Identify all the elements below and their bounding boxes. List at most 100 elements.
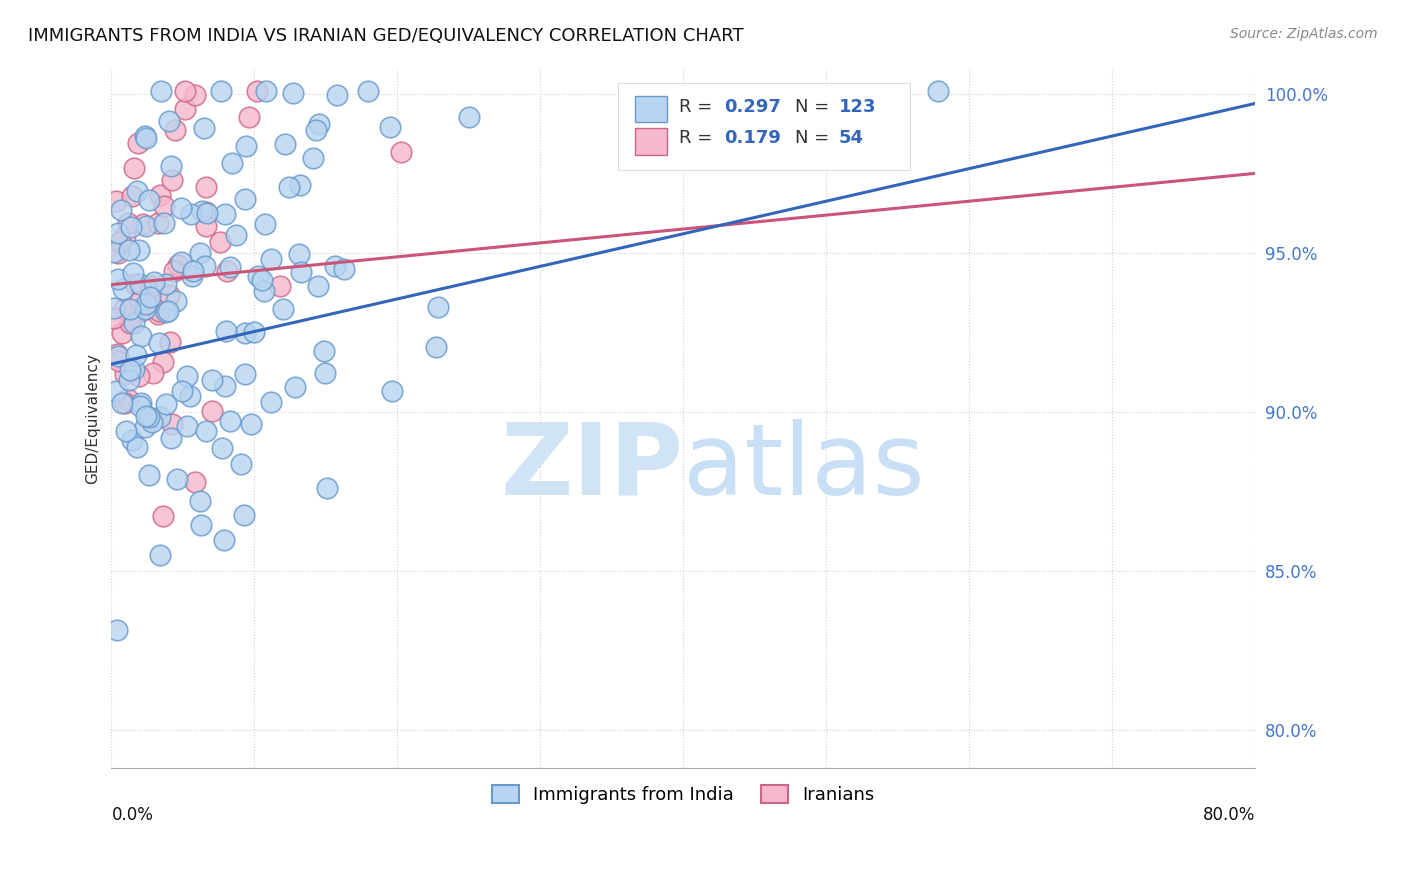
Point bbox=[214, 207, 236, 221]
Point bbox=[221, 155, 243, 169]
Point bbox=[157, 113, 180, 128]
Point bbox=[194, 205, 217, 219]
Point bbox=[141, 415, 163, 429]
Point bbox=[209, 235, 232, 250]
Point bbox=[211, 441, 233, 455]
Point bbox=[163, 264, 186, 278]
FancyBboxPatch shape bbox=[636, 95, 668, 122]
Point bbox=[274, 137, 297, 152]
Point bbox=[139, 290, 162, 304]
Point bbox=[194, 219, 217, 234]
Point bbox=[125, 184, 148, 198]
Point bbox=[155, 304, 177, 318]
Text: atlas: atlas bbox=[683, 418, 925, 516]
Point bbox=[108, 235, 131, 250]
Point bbox=[127, 136, 149, 150]
Point bbox=[253, 217, 276, 231]
Point bbox=[107, 245, 129, 260]
Point bbox=[117, 215, 139, 229]
Point bbox=[149, 188, 172, 202]
Point bbox=[131, 303, 153, 318]
Point bbox=[217, 264, 239, 278]
Point bbox=[288, 246, 311, 260]
Point bbox=[122, 161, 145, 176]
Point bbox=[191, 204, 214, 219]
Point bbox=[235, 139, 257, 153]
Point bbox=[927, 84, 949, 98]
Point bbox=[105, 347, 128, 361]
Point bbox=[104, 194, 127, 208]
Text: R =: R = bbox=[679, 129, 717, 147]
Point bbox=[380, 120, 402, 135]
Point bbox=[176, 419, 198, 434]
Point bbox=[193, 120, 215, 135]
Point bbox=[180, 207, 202, 221]
Point bbox=[163, 122, 186, 136]
Point bbox=[240, 417, 263, 431]
Point bbox=[357, 84, 380, 98]
Text: 54: 54 bbox=[839, 129, 863, 147]
Point bbox=[148, 410, 170, 425]
Text: N =: N = bbox=[796, 129, 835, 147]
Text: 80.0%: 80.0% bbox=[1202, 806, 1256, 824]
Point bbox=[176, 369, 198, 384]
Text: 0.297: 0.297 bbox=[724, 98, 782, 116]
Point bbox=[253, 284, 276, 298]
Point bbox=[128, 399, 150, 413]
Point bbox=[170, 202, 193, 216]
Point bbox=[129, 277, 152, 291]
Point bbox=[135, 296, 157, 310]
Text: Source: ZipAtlas.com: Source: ZipAtlas.com bbox=[1230, 27, 1378, 41]
Point bbox=[290, 178, 312, 193]
Point bbox=[333, 261, 356, 276]
Point bbox=[271, 302, 294, 317]
Point bbox=[135, 219, 157, 233]
Point bbox=[135, 409, 157, 423]
Point bbox=[165, 294, 187, 309]
Point bbox=[180, 268, 202, 283]
Point bbox=[188, 493, 211, 508]
FancyBboxPatch shape bbox=[619, 82, 910, 169]
Point bbox=[170, 384, 193, 399]
Text: ZIP: ZIP bbox=[501, 418, 683, 516]
Point bbox=[149, 84, 172, 98]
Point bbox=[138, 410, 160, 425]
Point bbox=[138, 467, 160, 482]
Point bbox=[122, 361, 145, 376]
Point bbox=[225, 227, 247, 242]
Point bbox=[254, 84, 277, 98]
Point bbox=[194, 260, 217, 274]
Point bbox=[124, 317, 146, 331]
Point bbox=[190, 517, 212, 532]
Point bbox=[284, 379, 307, 393]
Point bbox=[250, 273, 273, 287]
Point bbox=[174, 102, 197, 116]
Point bbox=[107, 349, 129, 363]
Point bbox=[305, 122, 328, 136]
Point bbox=[149, 548, 172, 562]
Point bbox=[425, 340, 447, 354]
Point bbox=[112, 302, 135, 317]
Point bbox=[233, 192, 256, 206]
Point bbox=[152, 509, 174, 524]
Point bbox=[148, 307, 170, 321]
Point bbox=[120, 302, 142, 317]
Point bbox=[219, 260, 242, 275]
FancyBboxPatch shape bbox=[636, 128, 668, 154]
Point bbox=[194, 180, 217, 194]
Point bbox=[118, 373, 141, 387]
Point bbox=[111, 396, 134, 410]
Point bbox=[128, 244, 150, 258]
Point bbox=[156, 304, 179, 318]
Point bbox=[143, 275, 166, 289]
Point bbox=[103, 310, 125, 325]
Point bbox=[312, 343, 335, 358]
Point bbox=[195, 205, 218, 219]
Point bbox=[135, 131, 157, 145]
Point bbox=[153, 216, 176, 230]
Point bbox=[201, 373, 224, 387]
Text: 0.179: 0.179 bbox=[724, 129, 782, 147]
Point bbox=[184, 475, 207, 489]
Point bbox=[121, 188, 143, 202]
Point bbox=[381, 384, 404, 398]
